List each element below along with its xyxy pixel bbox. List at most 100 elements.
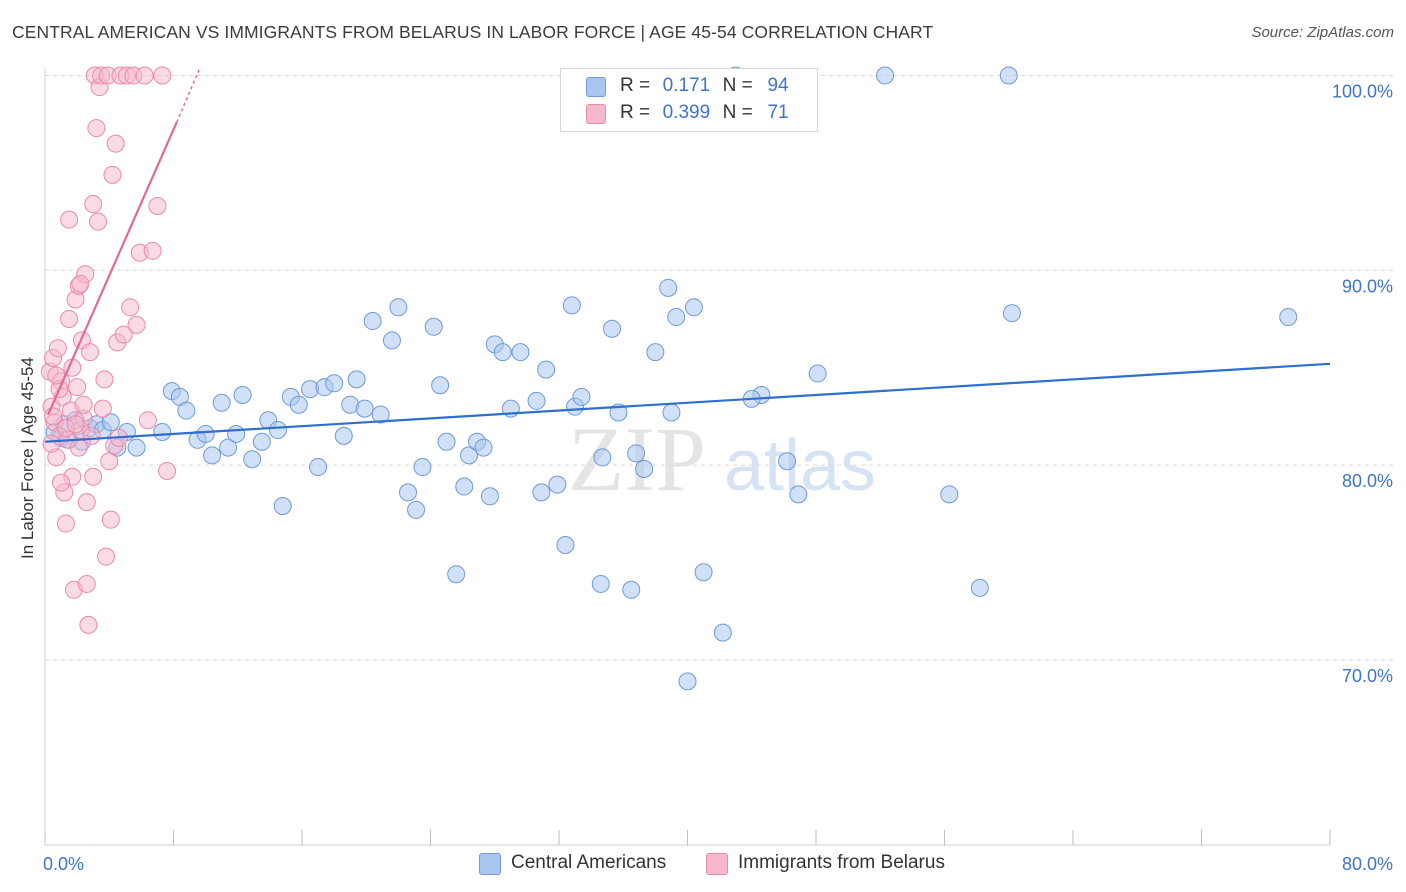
data-point-immigrants-belarus <box>153 66 172 85</box>
data-point-central-americans <box>347 370 366 389</box>
data-point-central-americans <box>970 578 989 597</box>
y-tick-label: 90.0% <box>1342 276 1393 296</box>
data-point-central-americans <box>203 446 222 465</box>
data-point-central-americans <box>399 483 418 502</box>
source-attribution: Source: ZipAtlas.com <box>1251 24 1394 41</box>
data-point-immigrants-belarus <box>74 395 93 414</box>
data-point-central-americans <box>455 477 474 496</box>
data-point-central-americans <box>627 444 646 463</box>
data-point-immigrants-belarus <box>56 514 75 533</box>
legend-swatch-pink <box>586 104 606 124</box>
legend-swatch-blue <box>586 77 606 97</box>
data-point-central-americans <box>622 580 641 599</box>
data-point-central-americans <box>413 458 432 477</box>
data-point-central-americans <box>537 360 556 379</box>
data-point-central-americans <box>407 500 426 519</box>
data-point-central-americans <box>273 497 292 516</box>
y-tick-label: 100.0% <box>1332 81 1393 101</box>
data-point-central-americans <box>424 317 443 336</box>
data-point-immigrants-belarus <box>77 493 96 512</box>
data-point-immigrants-belarus <box>52 473 71 492</box>
data-point-central-americans <box>940 485 959 504</box>
data-point-central-americans <box>662 403 681 422</box>
data-point-immigrants-belarus <box>100 452 119 471</box>
data-point-central-americans <box>127 438 146 457</box>
data-point-immigrants-belarus <box>101 510 120 529</box>
legend-label: Central Americans <box>511 852 667 873</box>
data-point-immigrants-belarus <box>121 298 140 317</box>
data-point-central-americans <box>556 535 575 554</box>
n-label: N = <box>722 75 753 96</box>
legend-label: Immigrants from Belarus <box>738 852 945 873</box>
data-point-immigrants-belarus <box>69 438 88 457</box>
data-point-immigrants-belarus <box>97 547 116 566</box>
data-point-central-americans <box>334 426 353 445</box>
data-point-central-americans <box>325 374 344 393</box>
data-point-immigrants-belarus <box>79 615 98 634</box>
data-point-central-americans <box>355 399 374 418</box>
data-point-immigrants-belarus <box>80 343 99 362</box>
data-point-central-americans <box>153 422 172 441</box>
x-tick-label-max: 80.0% <box>1342 854 1393 874</box>
data-point-central-americans <box>511 343 530 362</box>
data-point-immigrants-belarus <box>127 315 146 334</box>
data-point-immigrants-belarus <box>87 119 106 138</box>
data-point-immigrants-belarus <box>135 66 154 85</box>
data-point-immigrants-belarus <box>66 415 85 434</box>
data-point-central-americans <box>808 364 827 383</box>
data-point-immigrants-belarus <box>42 434 61 453</box>
data-point-central-americans <box>382 331 401 350</box>
data-point-central-americans <box>562 296 581 315</box>
trend-line-extension <box>176 69 200 123</box>
data-point-central-americans <box>1279 308 1298 327</box>
data-point-central-americans <box>389 298 408 317</box>
data-point-immigrants-belarus <box>71 274 90 293</box>
r-value: 0.171 <box>662 75 711 96</box>
grid-lines <box>45 74 1395 661</box>
data-point-central-americans <box>101 413 120 432</box>
data-point-immigrants-belarus <box>106 134 125 153</box>
data-point-immigrants-belarus <box>114 325 133 344</box>
data-point-central-americans <box>659 278 678 297</box>
data-point-central-americans <box>474 438 493 457</box>
data-point-central-americans <box>713 623 732 642</box>
data-point-central-americans <box>678 672 697 691</box>
legend-swatch-blue <box>479 853 501 875</box>
data-point-central-americans <box>778 452 797 471</box>
data-point-central-americans <box>212 393 231 412</box>
data-point-central-americans <box>252 432 271 451</box>
axes <box>44 68 1331 846</box>
series-central-americans <box>45 66 1298 691</box>
data-point-central-americans <box>233 385 252 404</box>
trend-line-immigrants-belarus <box>47 121 178 415</box>
data-point-central-americans <box>289 395 308 414</box>
data-point-immigrants-belarus <box>93 399 112 418</box>
data-point-immigrants-belarus <box>148 197 167 216</box>
data-point-central-americans <box>371 405 390 424</box>
data-point-central-americans <box>309 458 328 477</box>
data-point-central-americans <box>1002 304 1021 323</box>
data-point-immigrants-belarus <box>89 212 108 231</box>
data-point-central-americans <box>447 565 466 584</box>
data-point-central-americans <box>999 66 1018 85</box>
y-tick-label: 70.0% <box>1342 666 1393 686</box>
r-label: R = <box>620 102 651 123</box>
data-point-immigrants-belarus <box>95 370 114 389</box>
x-tick-label-min: 0.0% <box>43 854 84 874</box>
chart-title: CENTRAL AMERICAN VS IMMIGRANTS FROM BELA… <box>12 22 934 42</box>
data-point-central-americans <box>684 298 703 317</box>
data-point-central-americans <box>480 487 499 506</box>
data-point-immigrants-belarus <box>158 461 177 480</box>
data-point-immigrants-belarus <box>60 310 79 328</box>
data-point-central-americans <box>603 319 622 338</box>
data-point-central-americans <box>572 387 591 406</box>
legend-swatch-pink <box>706 853 728 875</box>
data-point-immigrants-belarus <box>138 411 157 430</box>
data-point-central-americans <box>196 424 215 443</box>
data-point-central-americans <box>789 485 808 504</box>
data-point-central-americans <box>532 483 551 502</box>
data-point-immigrants-belarus <box>103 165 122 184</box>
data-point-central-americans <box>437 432 456 451</box>
data-point-central-americans <box>667 308 686 327</box>
